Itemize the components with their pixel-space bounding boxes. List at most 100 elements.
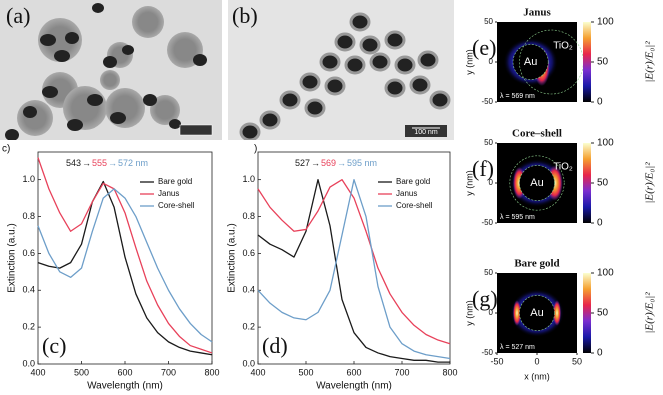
colorbar-label: |E(r)/E₀|² (644, 41, 656, 83)
x-axis-label: x (nm) (524, 371, 550, 381)
colorbar-tick-label: 100 (597, 268, 614, 279)
y-tick-label: 0.6 (22, 248, 35, 258)
y-tick-label: 0.6 (242, 248, 255, 258)
y-tick-label: 0.0 (22, 358, 35, 368)
y-tick-label: 1.0 (22, 174, 35, 184)
x-tick-label: 400 (30, 367, 45, 377)
x-tick-label: 800 (204, 367, 219, 377)
y-tick-label: 0.2 (242, 322, 255, 332)
series-line (37, 180, 213, 356)
x-tick-label: 0 (534, 356, 539, 366)
colorbar-tick-label: 0 (597, 97, 603, 108)
y-tick-label: 0.4 (242, 285, 255, 295)
x-tick-label: 600 (117, 367, 132, 377)
annotation-part: → (311, 158, 320, 168)
colorbar-tick-label: 50 (597, 178, 609, 189)
core-label: Au (530, 177, 543, 189)
wavelength-label: λ = 595 nm (500, 214, 535, 221)
series-line (257, 179, 451, 345)
legend-label: Janus (396, 189, 417, 198)
field-hotspot (513, 300, 521, 326)
x-tick-label: 700 (161, 367, 176, 377)
colorbar-tick-label: 50 (597, 308, 609, 319)
legend-label: Janus (158, 189, 179, 198)
tem-image-a (0, 0, 222, 140)
map-title: Janus (523, 7, 551, 19)
annotation-part: 572 nm (118, 158, 148, 168)
annotation: 527→569→595 nm (295, 158, 377, 168)
legend-label: Bare gold (396, 177, 430, 186)
core-label: Au (530, 307, 543, 319)
y-tick-label: 0.2 (22, 322, 35, 332)
x-tick-label: 500 (298, 367, 313, 377)
annotation-part: 543 (66, 158, 81, 168)
legend-label: Core-shell (396, 201, 433, 210)
y-axis-label: y (nm) (464, 300, 474, 326)
tio2-shell (509, 155, 565, 211)
panel-label: (f) (472, 156, 494, 181)
x-tick-label: 700 (394, 367, 409, 377)
annotation-part: 555 (92, 158, 107, 168)
panel-label: (c) (42, 333, 66, 358)
colorbar-tick-label: 100 (597, 138, 614, 149)
y-tick-label: 0.4 (22, 285, 35, 295)
field-hotspot (553, 300, 561, 326)
y-tick-label: 0.8 (242, 211, 255, 221)
y-tick-label: 0 (489, 57, 494, 66)
map-title: Core–shell (512, 128, 562, 140)
y-tick-label: -50 (481, 348, 493, 357)
wavelength-label: λ = 569 nm (500, 93, 535, 100)
panel-label: (e) (472, 35, 496, 60)
colorbar-label: |E(r)/E₀|² (644, 162, 656, 204)
panel-label: (a) (6, 3, 30, 28)
y-tick-label: 50 (484, 138, 493, 147)
colorbar (583, 273, 591, 353)
x-tick-label: 400 (250, 367, 265, 377)
y-axis-label: y (nm) (464, 170, 474, 196)
map-title: Bare gold (514, 258, 559, 270)
x-tick-label: 600 (346, 367, 361, 377)
colorbar-tick-label: 0 (597, 348, 603, 359)
legend-label: Core-shell (158, 201, 195, 210)
core-label: Au (524, 56, 537, 68)
au-core (512, 44, 549, 80)
tem-image-b (228, 0, 454, 140)
series-line (37, 157, 213, 354)
colorbar-tick-label: 50 (597, 57, 609, 68)
annotation-part: 527 (295, 158, 310, 168)
au-core (519, 295, 555, 331)
colorbar-label: |E(r)/E₀|² (644, 292, 656, 334)
y-tick-label: 0 (489, 308, 494, 317)
x-tick-label: 500 (74, 367, 89, 377)
x-tick-label: -50 (490, 356, 503, 366)
y-tick-label: 0 (489, 178, 494, 187)
colorbar-tick-label: 100 (597, 17, 614, 28)
y-tick-label: 0.0 (242, 358, 255, 368)
shell-label: TiO₂ (553, 162, 573, 173)
annotation-part: 595 nm (347, 158, 377, 168)
y-tick-label: 50 (484, 17, 493, 26)
corner-label: c) (2, 144, 10, 155)
annotation-part: → (108, 158, 117, 168)
legend-label: Bare gold (158, 177, 192, 186)
x-tick-label: 50 (572, 356, 582, 366)
colorbar (583, 22, 591, 102)
scale-bar-label: 100 nm (414, 129, 438, 136)
shell-label: TiO₂ (553, 41, 573, 52)
y-tick-label: 50 (484, 268, 493, 277)
corner-label: ) (254, 144, 257, 155)
series-line (37, 188, 213, 343)
y-axis-label: Extinction (a.u.) (7, 223, 18, 292)
colorbar-tick-label: 0 (597, 218, 603, 229)
x-axis-label: Wavelength (nm) (316, 381, 392, 392)
y-tick-label: -50 (481, 97, 493, 106)
y-axis-label: y (nm) (464, 49, 474, 75)
annotation: 543→555→572 nm (66, 158, 148, 168)
au-core (519, 165, 555, 201)
panel-label: (g) (472, 286, 498, 311)
wavelength-label: λ = 527 nm (500, 344, 535, 351)
y-tick-label: 0.8 (22, 211, 35, 221)
y-tick-label: -50 (481, 218, 493, 227)
annotation-part: 569 (321, 158, 336, 168)
